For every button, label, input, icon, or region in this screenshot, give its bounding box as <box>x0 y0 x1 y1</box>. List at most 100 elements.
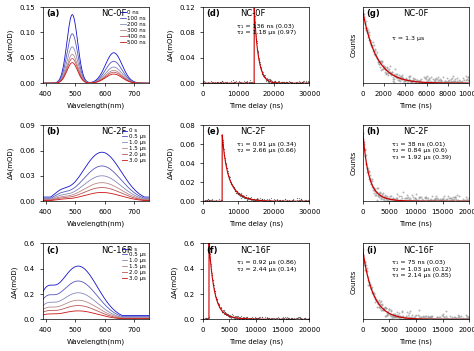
Point <box>413 199 421 204</box>
Point <box>217 199 225 205</box>
Point <box>303 318 311 324</box>
Point <box>363 268 370 273</box>
Point <box>424 317 431 322</box>
Point <box>276 317 284 322</box>
Point <box>298 199 306 205</box>
Point <box>265 198 273 204</box>
Point <box>291 318 299 324</box>
Point <box>242 194 249 200</box>
Point <box>264 315 271 321</box>
Point <box>258 70 265 76</box>
Point <box>258 317 265 323</box>
Point <box>443 309 450 314</box>
Point <box>359 137 367 142</box>
Point <box>377 67 385 73</box>
Point <box>271 78 279 84</box>
Point <box>448 197 456 202</box>
Point <box>209 277 217 283</box>
Point <box>384 195 392 201</box>
Point <box>273 315 281 320</box>
Point <box>401 199 408 204</box>
Point <box>225 176 233 182</box>
Point <box>388 315 395 321</box>
Point <box>448 75 456 81</box>
Point <box>406 317 413 322</box>
Point <box>211 288 219 294</box>
Point <box>240 78 248 84</box>
Point <box>236 192 243 197</box>
Point <box>206 200 213 205</box>
Point <box>260 198 267 204</box>
Point <box>457 315 465 320</box>
Point <box>225 312 233 317</box>
Point <box>412 80 420 86</box>
Point <box>257 66 264 72</box>
Point <box>405 76 412 82</box>
Point <box>234 318 242 323</box>
Point <box>450 199 458 204</box>
Point <box>297 316 305 321</box>
Point <box>226 312 234 318</box>
Point <box>422 317 430 322</box>
Point <box>370 184 377 190</box>
Point <box>304 81 312 87</box>
Point <box>464 314 472 320</box>
Point <box>388 193 395 199</box>
Point <box>255 314 263 320</box>
Point <box>273 317 280 323</box>
Point <box>219 137 227 143</box>
Point <box>291 198 299 204</box>
Point <box>267 317 274 323</box>
Point <box>220 146 228 151</box>
Point <box>448 314 456 320</box>
Point <box>369 187 377 193</box>
Point <box>261 196 268 202</box>
Point <box>268 79 275 84</box>
Point <box>228 80 236 86</box>
Point <box>418 198 425 204</box>
Point <box>417 199 425 204</box>
Point <box>451 316 459 322</box>
Point <box>395 72 402 78</box>
Point <box>418 317 426 322</box>
Point <box>232 190 240 196</box>
Point <box>396 197 404 203</box>
Point <box>380 195 388 200</box>
Point <box>367 285 375 291</box>
Point <box>393 314 401 320</box>
Point <box>264 316 272 322</box>
Point <box>414 199 421 204</box>
Point <box>215 198 223 204</box>
Point <box>292 318 300 323</box>
Point <box>214 302 222 307</box>
2.0 μs <box>40 198 46 202</box>
1.5 μs <box>104 311 109 315</box>
Point <box>213 297 220 303</box>
Point <box>305 198 312 203</box>
Point <box>437 197 444 202</box>
Point <box>374 193 382 198</box>
Point <box>427 197 434 203</box>
Point <box>275 80 283 85</box>
Point <box>228 314 236 320</box>
Point <box>266 78 274 83</box>
Point <box>283 316 291 322</box>
Point <box>419 317 426 322</box>
Point <box>292 199 300 205</box>
Point <box>231 316 239 322</box>
Point <box>223 165 231 171</box>
Point <box>221 155 228 160</box>
Point <box>425 315 432 320</box>
Point <box>249 317 256 322</box>
Point <box>438 317 446 322</box>
Point <box>241 82 248 87</box>
Point <box>223 168 231 173</box>
Point <box>389 74 396 80</box>
Point <box>245 315 252 321</box>
Point <box>210 286 218 291</box>
Point <box>418 79 426 85</box>
Point <box>203 80 211 86</box>
Point <box>279 316 286 322</box>
Point <box>405 196 412 201</box>
Point <box>445 198 453 204</box>
